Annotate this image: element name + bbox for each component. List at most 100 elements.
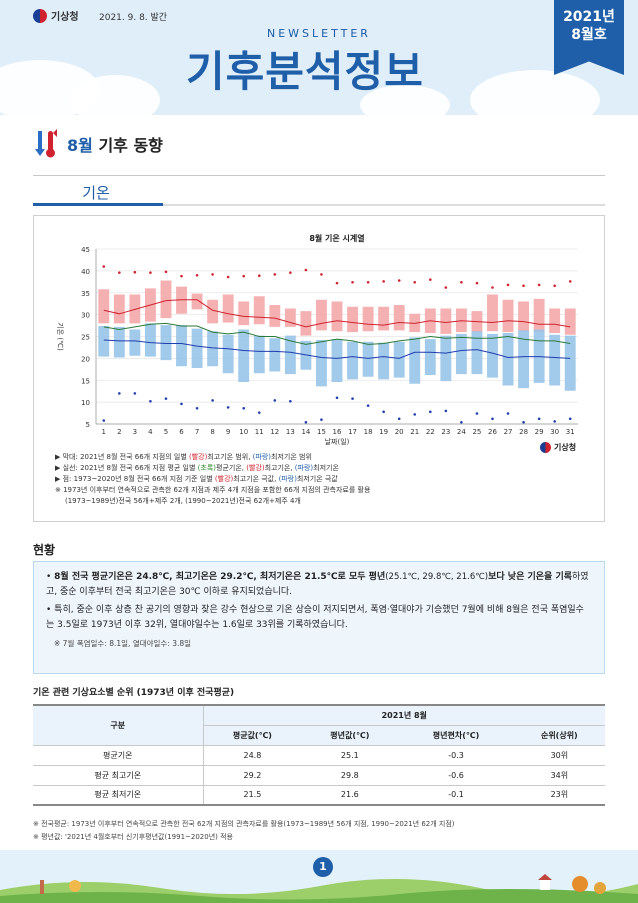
min-range-bar xyxy=(455,333,467,375)
min-range-bar xyxy=(144,323,156,357)
chart-title: 8월 기온 시계열 xyxy=(309,233,364,243)
table-cell: -0.3 xyxy=(398,745,514,766)
table-row: 평균기온 24.8 25.1 -0.3 30위 xyxy=(33,745,605,766)
max-extreme-point xyxy=(444,286,448,289)
x-tick-label: 13 xyxy=(286,428,295,436)
x-tick-label: 2 xyxy=(117,428,121,436)
max-range-bar xyxy=(362,306,374,332)
x-tick-label: 9 xyxy=(226,428,230,436)
min-extreme-point xyxy=(164,397,168,400)
max-extreme-point xyxy=(397,279,401,282)
min-range-bar xyxy=(362,341,374,377)
max-range-bar xyxy=(191,293,203,310)
max-range-bar xyxy=(533,298,545,333)
min-extreme-point xyxy=(118,392,121,395)
max-extreme-point xyxy=(304,268,308,272)
max-range-bar xyxy=(487,294,498,332)
issue-year: 2021년 xyxy=(563,9,615,25)
max-extreme-point xyxy=(289,271,292,274)
footnote-1: ※ 전국평균: 1973년 이후부터 연속적으로 관측한 전국 62개 지점의 … xyxy=(33,820,455,828)
max-range-bar xyxy=(564,308,576,335)
x-tick-label: 25 xyxy=(472,428,481,436)
y-tick-label: 30 xyxy=(81,312,90,320)
min-range-bar xyxy=(207,331,219,367)
max-range-bar xyxy=(222,294,234,323)
table-cell: 29.8 xyxy=(301,765,399,786)
min-extreme-point xyxy=(491,417,494,421)
subtab-line-accent xyxy=(33,203,163,206)
min-extreme-point xyxy=(304,420,308,424)
min-range-bar xyxy=(471,331,483,375)
status-heading: 현황 xyxy=(33,543,56,557)
x-tick-label: 22 xyxy=(426,428,435,436)
table-cell: 23위 xyxy=(513,785,605,806)
x-tick-label: 23 xyxy=(441,428,450,436)
x-tick-label: 6 xyxy=(179,428,184,436)
max-extreme-point xyxy=(320,273,323,276)
chart-note-5: (1973~1989년)전국 56개+제주 2개, (1990~2021년)전국… xyxy=(65,497,301,505)
min-extreme-point xyxy=(460,420,463,424)
x-tick-label: 29 xyxy=(535,428,544,436)
newsletter-label: NEWSLETTER xyxy=(267,27,371,40)
min-range-bar xyxy=(518,330,530,389)
max-extreme-point xyxy=(366,280,370,284)
max-extreme-point xyxy=(195,273,199,277)
newsletter-header xyxy=(0,0,638,115)
max-extreme-point xyxy=(522,284,525,288)
x-tick-label: 5 xyxy=(164,428,168,436)
x-tick-label: 18 xyxy=(364,428,373,436)
max-range-bar xyxy=(160,280,172,319)
section-heading: 8월 기후 동향 xyxy=(33,127,163,161)
min-extreme-point xyxy=(211,399,214,402)
min-extreme-point xyxy=(226,406,230,409)
min-range-bar xyxy=(284,335,296,375)
max-temp-line xyxy=(103,299,571,328)
x-tick-label: 19 xyxy=(379,428,388,436)
min-range-bar xyxy=(238,329,250,382)
x-tick-label: 20 xyxy=(395,428,404,436)
max-extreme-point xyxy=(460,280,463,284)
x-tick-label: 21 xyxy=(410,428,419,436)
x-axis-label: 날짜(일) xyxy=(325,437,350,446)
max-extreme-point xyxy=(382,280,385,283)
min-range-bar xyxy=(253,335,265,374)
y-tick-label: 5 xyxy=(86,421,90,429)
max-extreme-point xyxy=(553,284,556,288)
x-tick-label: 11 xyxy=(255,428,264,436)
x-tick-label: 28 xyxy=(519,428,528,436)
max-extreme-point xyxy=(413,280,417,284)
y-axis-label: 기온 (℃) xyxy=(56,322,65,351)
status-box: • 8월 전국 평균기온은 24.8℃, 최고기온은 29.2℃, 최저기온은 … xyxy=(33,561,605,674)
max-extreme-point xyxy=(428,278,432,281)
min-extreme-point xyxy=(335,396,339,400)
min-range-bar xyxy=(98,326,110,357)
publish-date: 2021. 9. 8. 발간 xyxy=(99,13,168,23)
table-cell: 21.6 xyxy=(301,785,399,806)
min-range-bar xyxy=(269,338,281,372)
min-extreme-point xyxy=(522,420,525,424)
max-extreme-point xyxy=(180,274,183,278)
max-range-bar xyxy=(284,308,296,327)
min-range-bar xyxy=(129,329,141,356)
table-cell: 30위 xyxy=(513,745,605,766)
y-tick-label: 10 xyxy=(81,399,90,407)
min-extreme-point xyxy=(320,418,323,421)
max-extreme-point xyxy=(537,283,541,287)
max-range-bar xyxy=(347,306,358,333)
chart-note-4: ※ 1973년 이후부터 연속적으로 관측한 62개 지점과 제주 4개 지점을… xyxy=(55,486,371,494)
min-extreme-point xyxy=(428,410,432,414)
table-row-label: 평균 최저기온 xyxy=(33,785,204,806)
issue-month: 8월호 xyxy=(571,27,607,43)
max-extreme-point xyxy=(118,271,121,274)
kma-emblem-icon xyxy=(33,8,47,23)
table-header-period: 2021년 8월 xyxy=(203,705,605,726)
min-range-bar xyxy=(393,341,405,378)
min-temp-line xyxy=(103,339,571,359)
max-extreme-point xyxy=(226,275,230,279)
chart-note-2: ▶ 실선: 2021년 8월 전국 66개 지점 평균 일별 (초록)평균기온,… xyxy=(55,464,339,472)
min-range-bar xyxy=(191,328,203,368)
table-header-col: 순위(상위) xyxy=(513,725,605,746)
x-tick-label: 27 xyxy=(504,428,513,436)
y-tick-label: 15 xyxy=(81,377,90,385)
